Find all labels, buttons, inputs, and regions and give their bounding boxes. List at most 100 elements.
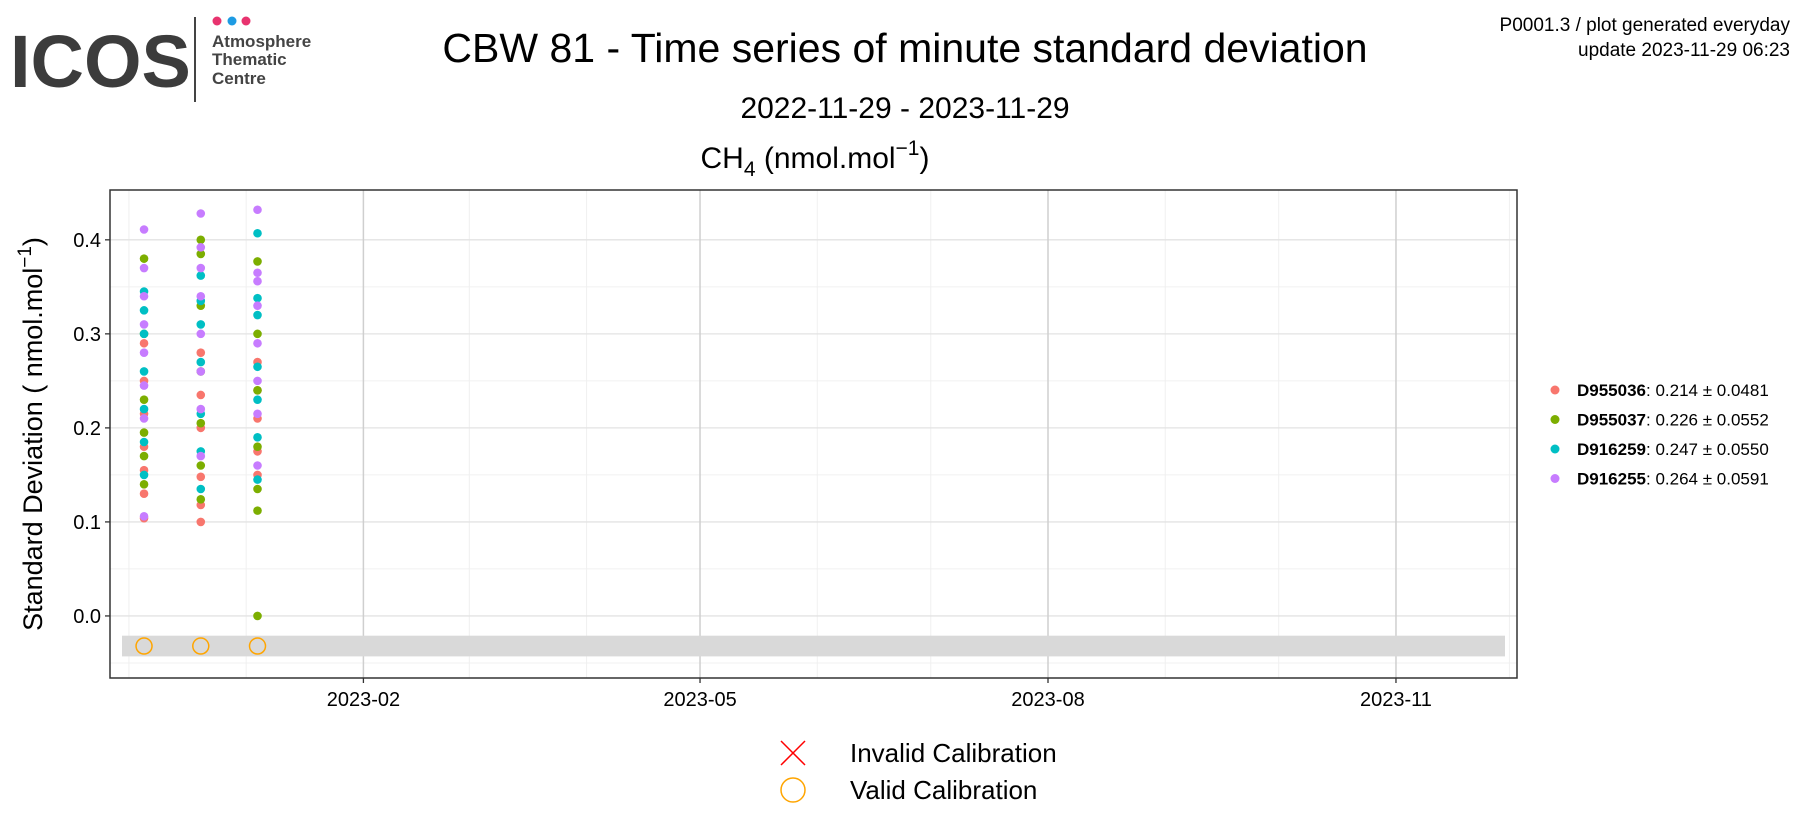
data-point [253,484,262,494]
legend-stats: : 0.226 ± 0.0552 [1646,411,1769,430]
x-tick-label: 2023-08 [1011,689,1084,711]
panel-title-part: (nmol.mol [756,142,896,175]
legend-invalid-marker [780,740,806,766]
legend-entry: Valid Calibration [850,775,1037,805]
logo: ICOS Atmosphere Thematic Centre [10,16,311,103]
chart-subtitle: 2022-11-29 - 2023-11-29 [740,92,1069,125]
data-point [139,338,149,348]
data-point [253,409,262,419]
data-point [253,205,262,215]
panel-title-part: ) [920,142,930,175]
data-point [253,362,262,372]
calibration-band [122,635,1505,657]
y-tick-label: 0.3 [73,324,101,346]
data-point [196,472,206,482]
data-point [196,235,206,245]
data-point [139,367,149,376]
calibration-marker [248,637,267,655]
data-point [253,506,262,515]
legend-name: D955037 [1577,411,1646,430]
legend-entry: D955037: 0.226 ± 0.0552 [1577,411,1769,430]
logo-line: Centre [212,69,266,88]
data-point [253,338,262,348]
data-point [253,442,262,451]
data-point [253,301,262,310]
data-point [196,451,206,461]
legend-stats: : 0.214 ± 0.0481 [1646,381,1769,400]
legend-marker [1550,474,1560,483]
data-point [253,310,262,320]
y-tick-label: 0.4 [73,230,101,252]
legend-valid-marker [780,777,806,803]
data-point [139,263,149,273]
legend-entry: D955036: 0.214 ± 0.0481 [1577,381,1769,400]
data-point [196,209,206,218]
y-label-part: ) [18,237,48,246]
legend-name: D916255 [1577,470,1646,489]
x-tick-label: 2023-05 [663,689,736,711]
data-point [196,291,206,301]
logo-dot [227,16,237,26]
legend-stats: : 0.264 ± 0.0591 [1646,470,1769,489]
data-point [196,461,206,470]
data-point [196,348,206,357]
data-point [253,475,262,484]
data-point [253,376,262,386]
logo-dot [212,16,222,26]
data-point [196,263,206,273]
legend-name: D955036 [1577,381,1646,400]
data-point [139,254,149,263]
data-point [139,470,149,480]
legend-name: D916259 [1577,440,1646,459]
data-point [139,404,149,414]
data-point [139,489,149,499]
y-label-sup: −1 [15,246,36,268]
data-point [253,611,262,621]
y-label-part: Standard Deviation ( nmol.mol [18,268,48,631]
legend-stats: : 0.247 ± 0.0550 [1646,440,1769,459]
legend-entry: D916255: 0.264 ± 0.0591 [1577,470,1769,489]
data-point [196,418,206,428]
panel-title-sup: −1 [896,137,920,160]
data-point [196,357,206,367]
data-point [253,293,262,303]
data-point [139,306,149,315]
data-point [253,268,262,278]
data-point [139,511,149,521]
data-point [139,348,149,357]
data-point [253,395,262,404]
header-info: P0001.3 / plot generated everyday [1500,15,1791,36]
data-point [196,484,206,494]
data-point [196,320,206,329]
data-point [139,395,149,404]
data-point [139,437,149,447]
data-point [139,428,149,437]
plot-border [109,189,1518,679]
plot-background [110,190,1517,678]
data-point [139,480,149,489]
legend-entry: D916259: 0.247 ± 0.0550 [1577,440,1769,459]
data-point [196,271,206,280]
logo-line: Atmosphere [212,32,311,51]
data-point [139,291,149,301]
legend-marker [1550,385,1560,395]
chart-title: CBW 81 - Time series of minute standard … [442,25,1367,71]
data-point [253,276,262,286]
panel-title-sub: 4 [744,158,756,181]
header-update: update 2023-11-29 06:23 [1578,40,1790,61]
data-point [139,320,149,329]
calibration-marker [135,637,153,655]
x-tick-label: 2023-02 [327,689,400,711]
legend-entry: Invalid Calibration [850,738,1057,768]
panel-title-part: CH [700,142,743,175]
data-point [139,414,149,423]
data-point [196,243,206,252]
logo-text: ICOS [10,20,191,103]
data-point [196,390,206,400]
data-point [196,517,206,527]
data-point [196,249,206,259]
data-point [139,381,149,390]
data-point [196,404,206,414]
data-point [253,385,262,395]
